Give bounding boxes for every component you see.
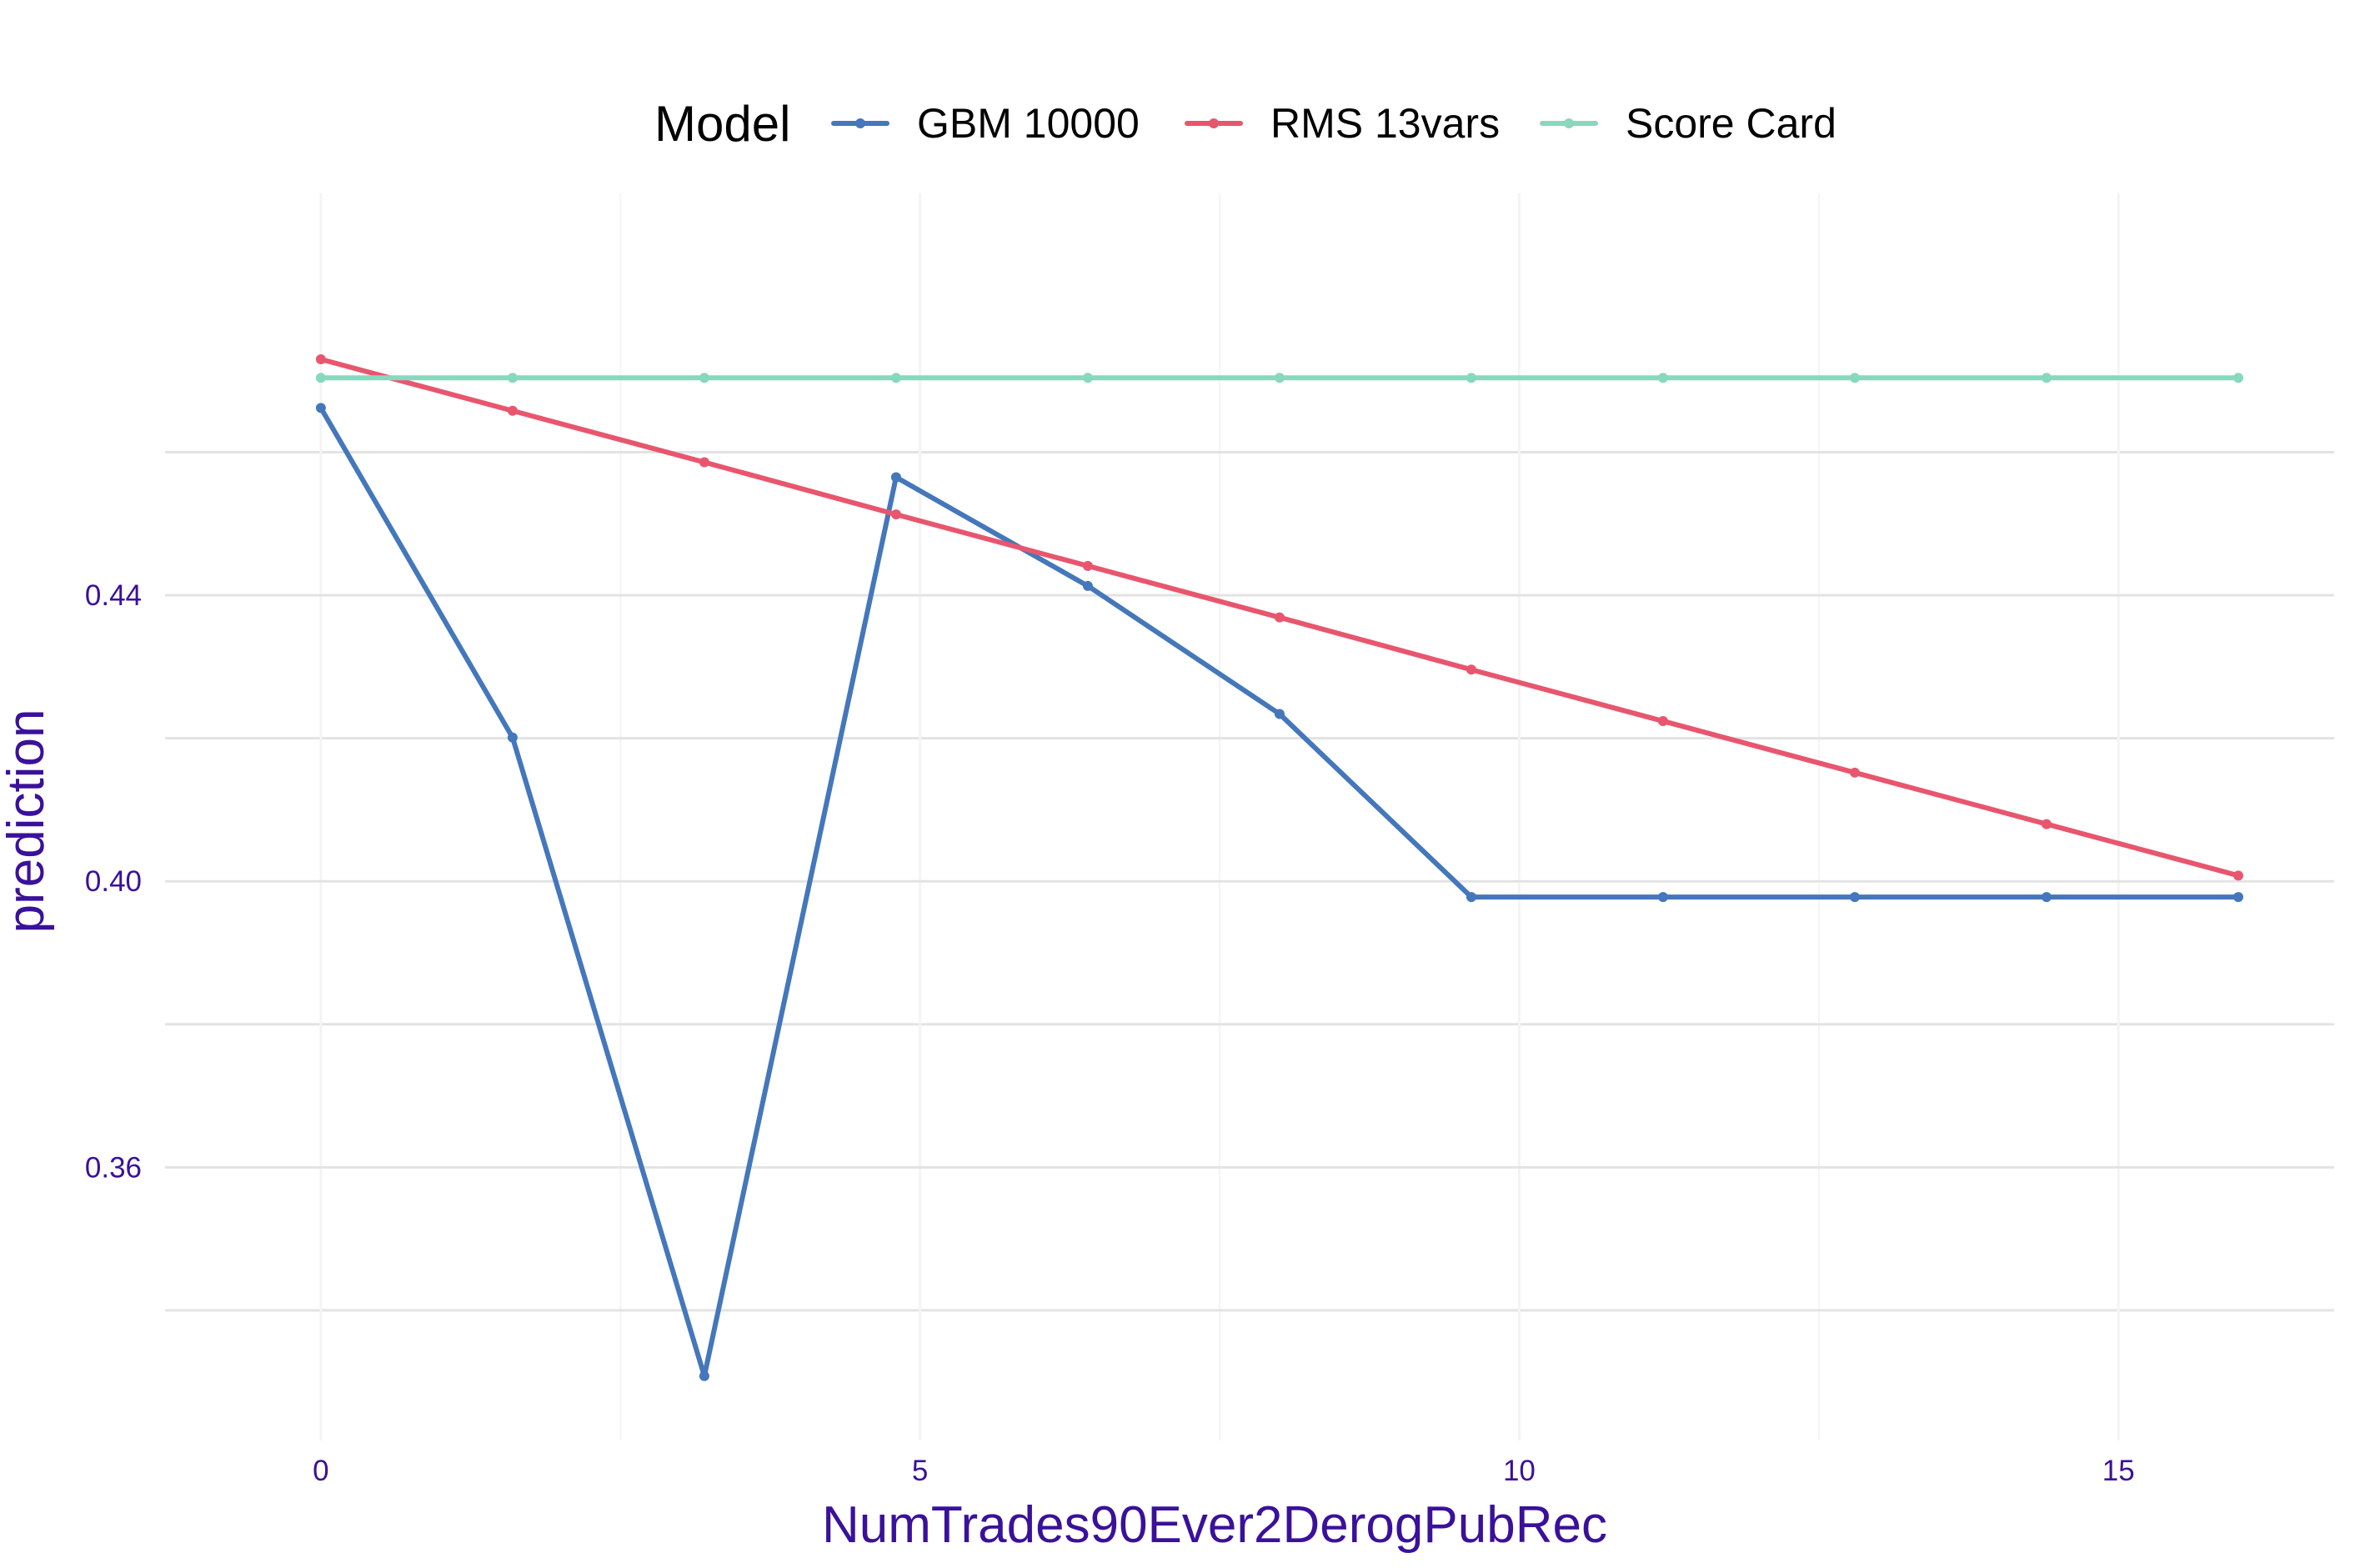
x-axis-title: NumTrades90Ever2DerogPubRec (822, 1496, 1607, 1554)
legend-label: GBM 10000 (917, 100, 1140, 147)
axis-layer: 0 5 10 15 0.36 0.40 0.44 (85, 579, 2135, 1487)
data-point (1466, 373, 1476, 383)
x-tick-label: 0 (313, 1455, 328, 1487)
data-point (2041, 373, 2052, 383)
data-point (2232, 870, 2243, 881)
legend-label: RMS 13vars (1270, 100, 1500, 147)
data-point (1849, 767, 1860, 778)
data-point (2041, 819, 2052, 829)
legend-entry: RMS 13vars (1185, 100, 1500, 147)
x-tick-label: 10 (1503, 1455, 1536, 1487)
data-point (1274, 709, 1285, 719)
x-tick-label: 5 (912, 1455, 928, 1487)
data-point (890, 373, 901, 383)
series-layer (315, 354, 2243, 1381)
data-point (315, 403, 326, 413)
data-point (699, 373, 709, 383)
data-point (315, 373, 326, 383)
x-tick-label: 15 (2102, 1455, 2135, 1487)
data-point (315, 354, 326, 365)
grid-layer (165, 193, 2334, 1440)
legend-title: Model (654, 96, 790, 152)
data-point (507, 405, 518, 416)
legend-entry: GBM 10000 (831, 100, 1140, 147)
data-point (1466, 892, 1476, 903)
data-point (1466, 664, 1476, 675)
data-point (1849, 373, 1860, 383)
series-rms-13vars (315, 354, 2243, 881)
data-point (2232, 892, 2243, 903)
data-point (507, 732, 518, 743)
data-point (1082, 580, 1093, 591)
series-gbm-10000 (315, 403, 2243, 1381)
y-tick-label: 0.36 (85, 1151, 142, 1184)
data-point (1082, 373, 1093, 383)
legend-key-point (855, 118, 865, 128)
data-point (1657, 892, 1668, 903)
data-point (1657, 716, 1668, 727)
series-line (318, 405, 2241, 1379)
legend-key-point (1564, 118, 1574, 128)
data-point (1274, 612, 1285, 623)
legend-key-point (1209, 118, 1219, 128)
legend-entry: Score Card (1540, 100, 1836, 147)
data-point (699, 457, 709, 468)
data-point (699, 1370, 709, 1381)
data-point (1274, 373, 1285, 383)
data-point (1849, 892, 1860, 903)
series-score-card (315, 373, 2243, 383)
data-point (507, 373, 518, 383)
y-axis-title: prediction (0, 709, 55, 934)
data-point (2041, 892, 2052, 903)
data-point (2232, 373, 2243, 383)
y-tick-label: 0.40 (85, 865, 142, 898)
data-point (1657, 373, 1668, 383)
legend: Model GBM 10000 RMS 13vars Score Card (654, 96, 1836, 152)
data-point (1082, 560, 1093, 571)
data-point (890, 472, 901, 483)
y-tick-label: 0.44 (85, 579, 142, 612)
legend-label: Score Card (1626, 100, 1836, 147)
data-point (890, 509, 901, 520)
